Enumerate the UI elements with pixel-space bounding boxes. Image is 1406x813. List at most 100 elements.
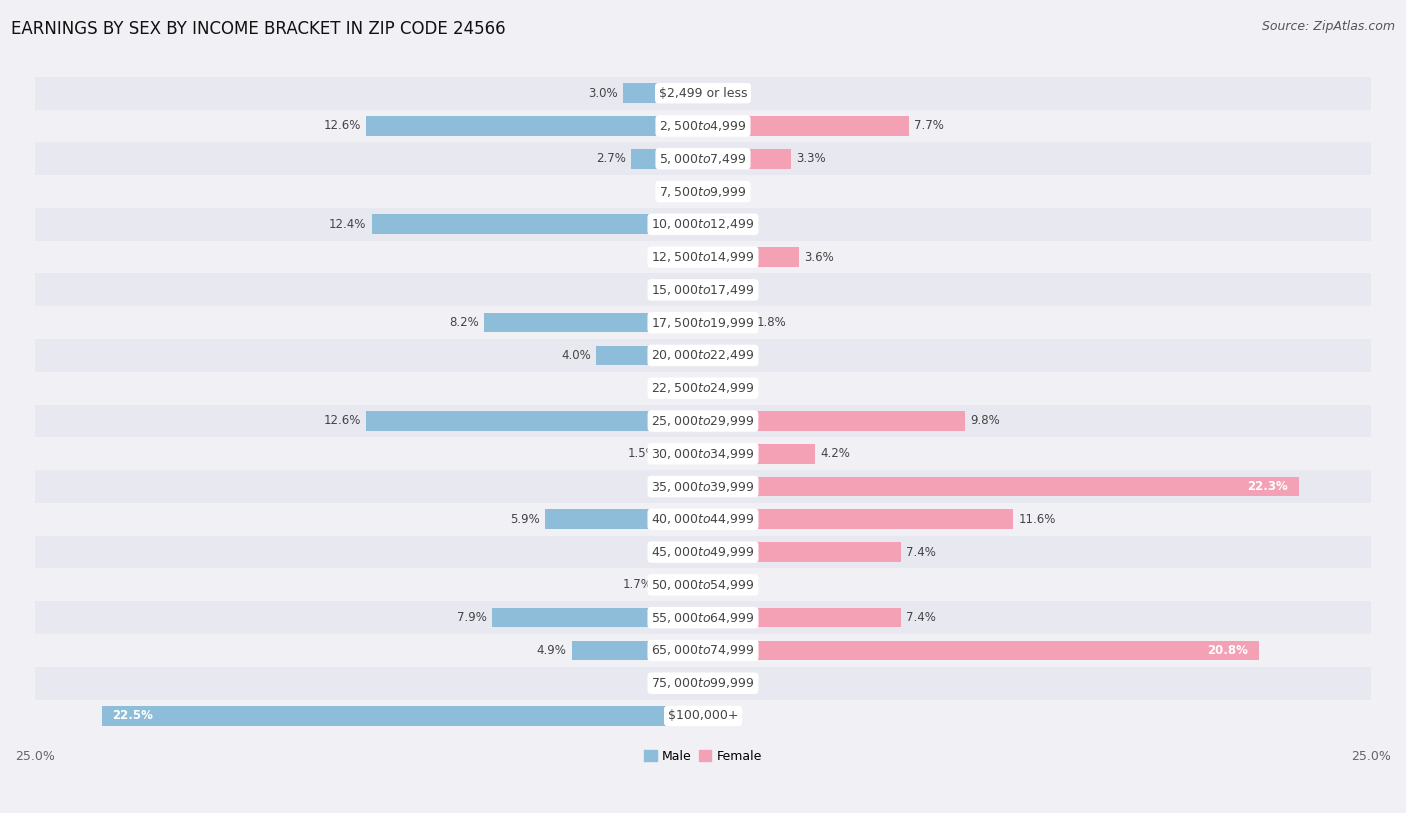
Text: $45,000 to $49,999: $45,000 to $49,999 bbox=[651, 545, 755, 559]
Bar bbox=[703, 510, 1012, 529]
Bar bbox=[35, 437, 1371, 470]
Bar bbox=[35, 273, 1371, 307]
Bar bbox=[631, 149, 703, 168]
Bar bbox=[35, 700, 1371, 733]
Bar bbox=[703, 476, 1299, 497]
Text: $22,500 to $24,999: $22,500 to $24,999 bbox=[651, 381, 755, 395]
Text: $7,500 to $9,999: $7,500 to $9,999 bbox=[659, 185, 747, 198]
Text: 0.0%: 0.0% bbox=[669, 250, 699, 263]
Bar bbox=[703, 542, 901, 562]
Text: $40,000 to $44,999: $40,000 to $44,999 bbox=[651, 512, 755, 526]
Text: 4.9%: 4.9% bbox=[537, 644, 567, 657]
Bar bbox=[35, 536, 1371, 568]
Bar bbox=[35, 208, 1371, 241]
Bar bbox=[703, 247, 799, 267]
Bar bbox=[703, 608, 901, 628]
Bar bbox=[35, 175, 1371, 208]
Text: EARNINGS BY SEX BY INCOME BRACKET IN ZIP CODE 24566: EARNINGS BY SEX BY INCOME BRACKET IN ZIP… bbox=[11, 20, 506, 38]
Bar bbox=[662, 444, 703, 463]
Bar bbox=[572, 641, 703, 660]
Text: $12,500 to $14,999: $12,500 to $14,999 bbox=[651, 250, 755, 264]
Text: $50,000 to $54,999: $50,000 to $54,999 bbox=[651, 578, 755, 592]
Text: $2,500 to $4,999: $2,500 to $4,999 bbox=[659, 119, 747, 133]
Bar bbox=[35, 503, 1371, 536]
Text: 4.2%: 4.2% bbox=[821, 447, 851, 460]
Text: 0.0%: 0.0% bbox=[669, 676, 699, 689]
Text: 9.8%: 9.8% bbox=[970, 415, 1000, 428]
Text: 20.8%: 20.8% bbox=[1208, 644, 1249, 657]
Text: Source: ZipAtlas.com: Source: ZipAtlas.com bbox=[1261, 20, 1395, 33]
Text: $75,000 to $99,999: $75,000 to $99,999 bbox=[651, 676, 755, 690]
Text: $35,000 to $39,999: $35,000 to $39,999 bbox=[651, 480, 755, 493]
Bar bbox=[492, 608, 703, 628]
Bar bbox=[367, 116, 703, 136]
Text: 0.0%: 0.0% bbox=[707, 676, 737, 689]
Text: 7.4%: 7.4% bbox=[905, 611, 936, 624]
Bar bbox=[35, 667, 1371, 700]
Text: 0.0%: 0.0% bbox=[707, 87, 737, 100]
Text: 0.0%: 0.0% bbox=[707, 218, 737, 231]
Text: 0.0%: 0.0% bbox=[669, 546, 699, 559]
Text: $2,499 or less: $2,499 or less bbox=[659, 87, 747, 100]
Bar bbox=[35, 470, 1371, 503]
Bar bbox=[35, 76, 1371, 110]
Text: 22.5%: 22.5% bbox=[112, 710, 153, 723]
Text: 1.7%: 1.7% bbox=[623, 578, 652, 591]
Bar bbox=[703, 149, 792, 168]
Text: 4.0%: 4.0% bbox=[561, 349, 591, 362]
Text: 0.3%: 0.3% bbox=[717, 185, 747, 198]
Bar bbox=[623, 84, 703, 103]
Text: 7.4%: 7.4% bbox=[905, 546, 936, 559]
Text: 2.7%: 2.7% bbox=[596, 152, 626, 165]
Bar bbox=[703, 444, 815, 463]
Text: 5.9%: 5.9% bbox=[510, 513, 540, 526]
Bar bbox=[35, 405, 1371, 437]
Text: 0.0%: 0.0% bbox=[707, 578, 737, 591]
Text: $20,000 to $22,499: $20,000 to $22,499 bbox=[651, 349, 755, 363]
Text: 12.4%: 12.4% bbox=[329, 218, 367, 231]
Text: 7.9%: 7.9% bbox=[457, 611, 486, 624]
Bar bbox=[703, 411, 965, 431]
Bar bbox=[658, 575, 703, 595]
Text: 0.0%: 0.0% bbox=[669, 382, 699, 395]
Bar bbox=[703, 641, 1258, 660]
Text: 12.6%: 12.6% bbox=[323, 415, 361, 428]
Text: 0.0%: 0.0% bbox=[669, 480, 699, 493]
Text: $65,000 to $74,999: $65,000 to $74,999 bbox=[651, 643, 755, 658]
Bar bbox=[35, 634, 1371, 667]
Text: 0.0%: 0.0% bbox=[707, 382, 737, 395]
Bar bbox=[546, 510, 703, 529]
Bar bbox=[35, 110, 1371, 142]
Text: 1.8%: 1.8% bbox=[756, 316, 786, 329]
Bar bbox=[101, 706, 703, 726]
Bar bbox=[35, 241, 1371, 273]
Text: $5,000 to $7,499: $5,000 to $7,499 bbox=[659, 152, 747, 166]
Bar bbox=[367, 411, 703, 431]
Bar bbox=[696, 280, 703, 300]
Legend: Male, Female: Male, Female bbox=[640, 745, 766, 767]
Bar bbox=[35, 307, 1371, 339]
Text: 7.7%: 7.7% bbox=[914, 120, 943, 133]
Text: 0.25%: 0.25% bbox=[654, 284, 690, 297]
Text: 0.0%: 0.0% bbox=[669, 185, 699, 198]
Text: 0.0%: 0.0% bbox=[707, 349, 737, 362]
Bar bbox=[484, 313, 703, 333]
Text: 8.2%: 8.2% bbox=[449, 316, 478, 329]
Text: $30,000 to $34,999: $30,000 to $34,999 bbox=[651, 447, 755, 461]
Bar bbox=[35, 602, 1371, 634]
Bar bbox=[35, 568, 1371, 602]
Bar bbox=[703, 182, 711, 202]
Bar bbox=[596, 346, 703, 365]
Text: 11.6%: 11.6% bbox=[1018, 513, 1056, 526]
Bar bbox=[35, 142, 1371, 175]
Bar bbox=[371, 215, 703, 234]
Text: $10,000 to $12,499: $10,000 to $12,499 bbox=[651, 217, 755, 232]
Bar bbox=[35, 372, 1371, 405]
Text: 3.6%: 3.6% bbox=[804, 250, 834, 263]
Text: $55,000 to $64,999: $55,000 to $64,999 bbox=[651, 611, 755, 624]
Text: 3.0%: 3.0% bbox=[588, 87, 617, 100]
Text: $100,000+: $100,000+ bbox=[668, 710, 738, 723]
Bar bbox=[35, 339, 1371, 372]
Text: 1.5%: 1.5% bbox=[628, 447, 658, 460]
Bar bbox=[703, 313, 751, 333]
